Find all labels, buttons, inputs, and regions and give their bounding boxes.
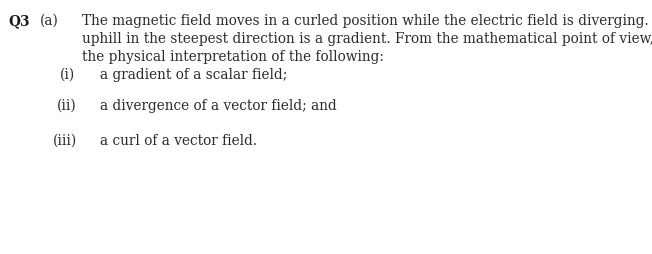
Text: the physical interpretation of the following:: the physical interpretation of the follo…: [82, 50, 384, 64]
Text: Q3: Q3: [8, 14, 29, 28]
Text: The magnetic field moves in a curled position while the electric field is diverg: The magnetic field moves in a curled pos…: [82, 14, 652, 28]
Text: a gradient of a scalar field;: a gradient of a scalar field;: [100, 68, 288, 82]
Text: uphill in the steepest direction is a gradient. From the mathematical point of v: uphill in the steepest direction is a gr…: [82, 32, 652, 46]
Text: (i): (i): [60, 68, 75, 82]
Text: a divergence of a vector field; and: a divergence of a vector field; and: [100, 99, 336, 113]
Text: (ii): (ii): [57, 99, 77, 113]
Text: (a): (a): [40, 14, 59, 28]
Text: (iii): (iii): [53, 134, 77, 148]
Text: a curl of a vector field.: a curl of a vector field.: [100, 134, 257, 148]
